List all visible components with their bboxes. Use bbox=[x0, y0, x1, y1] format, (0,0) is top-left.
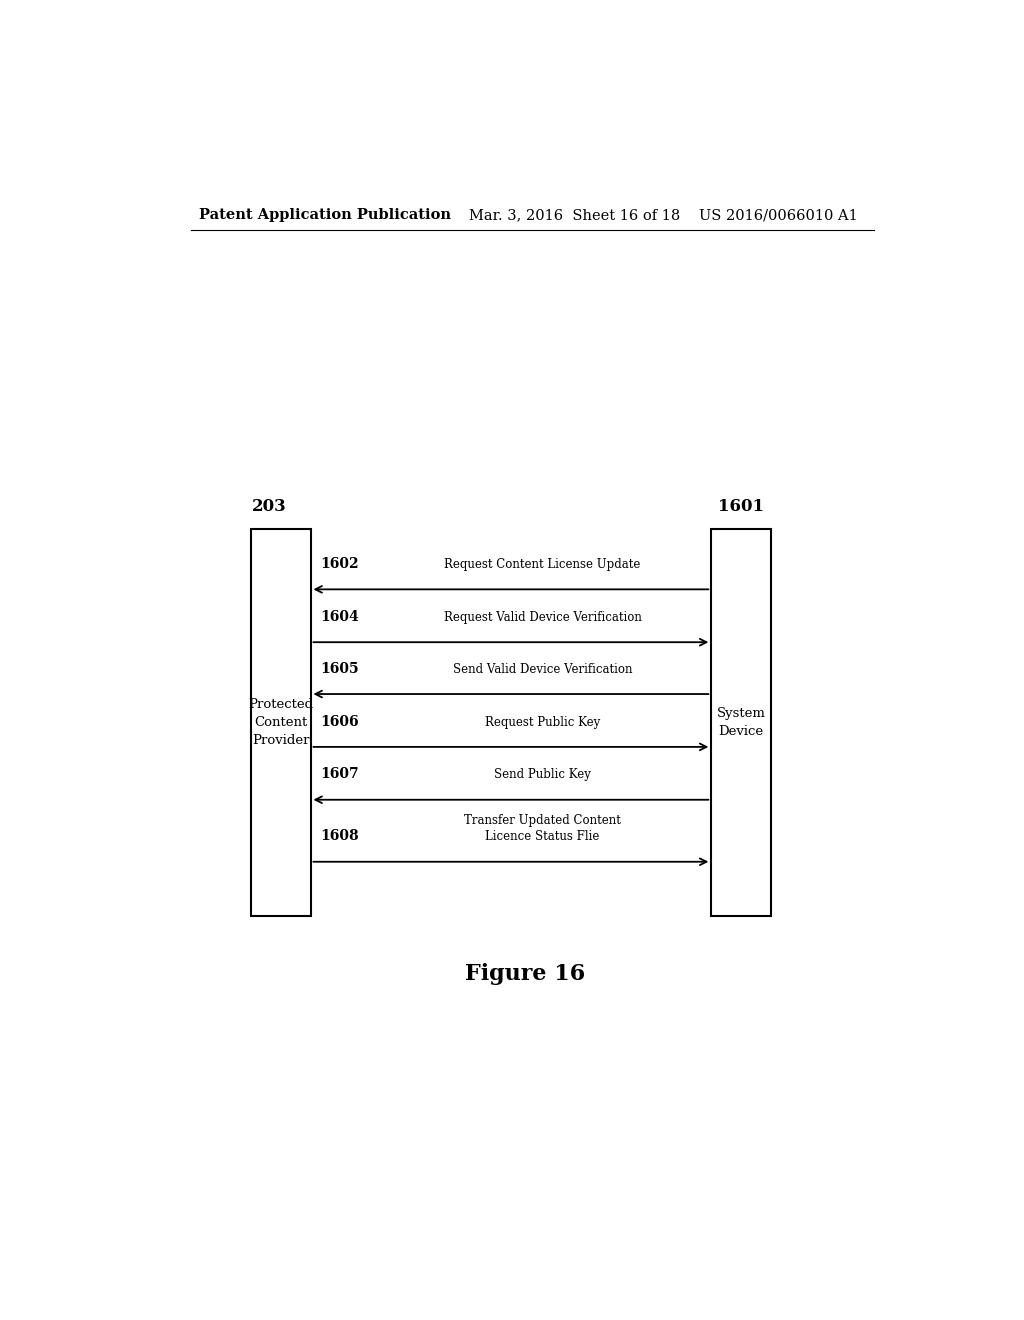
Text: 1602: 1602 bbox=[321, 557, 358, 572]
Text: Transfer Updated Content
Licence Status Flie: Transfer Updated Content Licence Status … bbox=[464, 814, 622, 843]
Bar bbox=[251, 529, 310, 916]
Text: 1607: 1607 bbox=[321, 767, 358, 781]
Text: Request Content License Update: Request Content License Update bbox=[444, 558, 641, 572]
Text: Protected
Content
Provider: Protected Content Provider bbox=[248, 698, 313, 747]
Text: Send Public Key: Send Public Key bbox=[495, 768, 591, 781]
Text: 1606: 1606 bbox=[321, 714, 358, 729]
Bar bbox=[712, 529, 771, 916]
Text: Request Public Key: Request Public Key bbox=[485, 715, 600, 729]
Text: 203: 203 bbox=[252, 498, 287, 515]
Text: 1608: 1608 bbox=[321, 829, 358, 843]
Text: Patent Application Publication: Patent Application Publication bbox=[200, 209, 452, 222]
Text: 1605: 1605 bbox=[321, 661, 358, 676]
Text: 1601: 1601 bbox=[718, 498, 764, 515]
Text: Request Valid Device Verification: Request Valid Device Verification bbox=[443, 611, 642, 624]
Text: Mar. 3, 2016  Sheet 16 of 18: Mar. 3, 2016 Sheet 16 of 18 bbox=[469, 209, 681, 222]
Text: System
Device: System Device bbox=[717, 708, 766, 738]
Text: Figure 16: Figure 16 bbox=[465, 962, 585, 985]
Text: 1604: 1604 bbox=[321, 610, 358, 624]
Text: US 2016/0066010 A1: US 2016/0066010 A1 bbox=[699, 209, 858, 222]
Text: Send Valid Device Verification: Send Valid Device Verification bbox=[453, 663, 633, 676]
